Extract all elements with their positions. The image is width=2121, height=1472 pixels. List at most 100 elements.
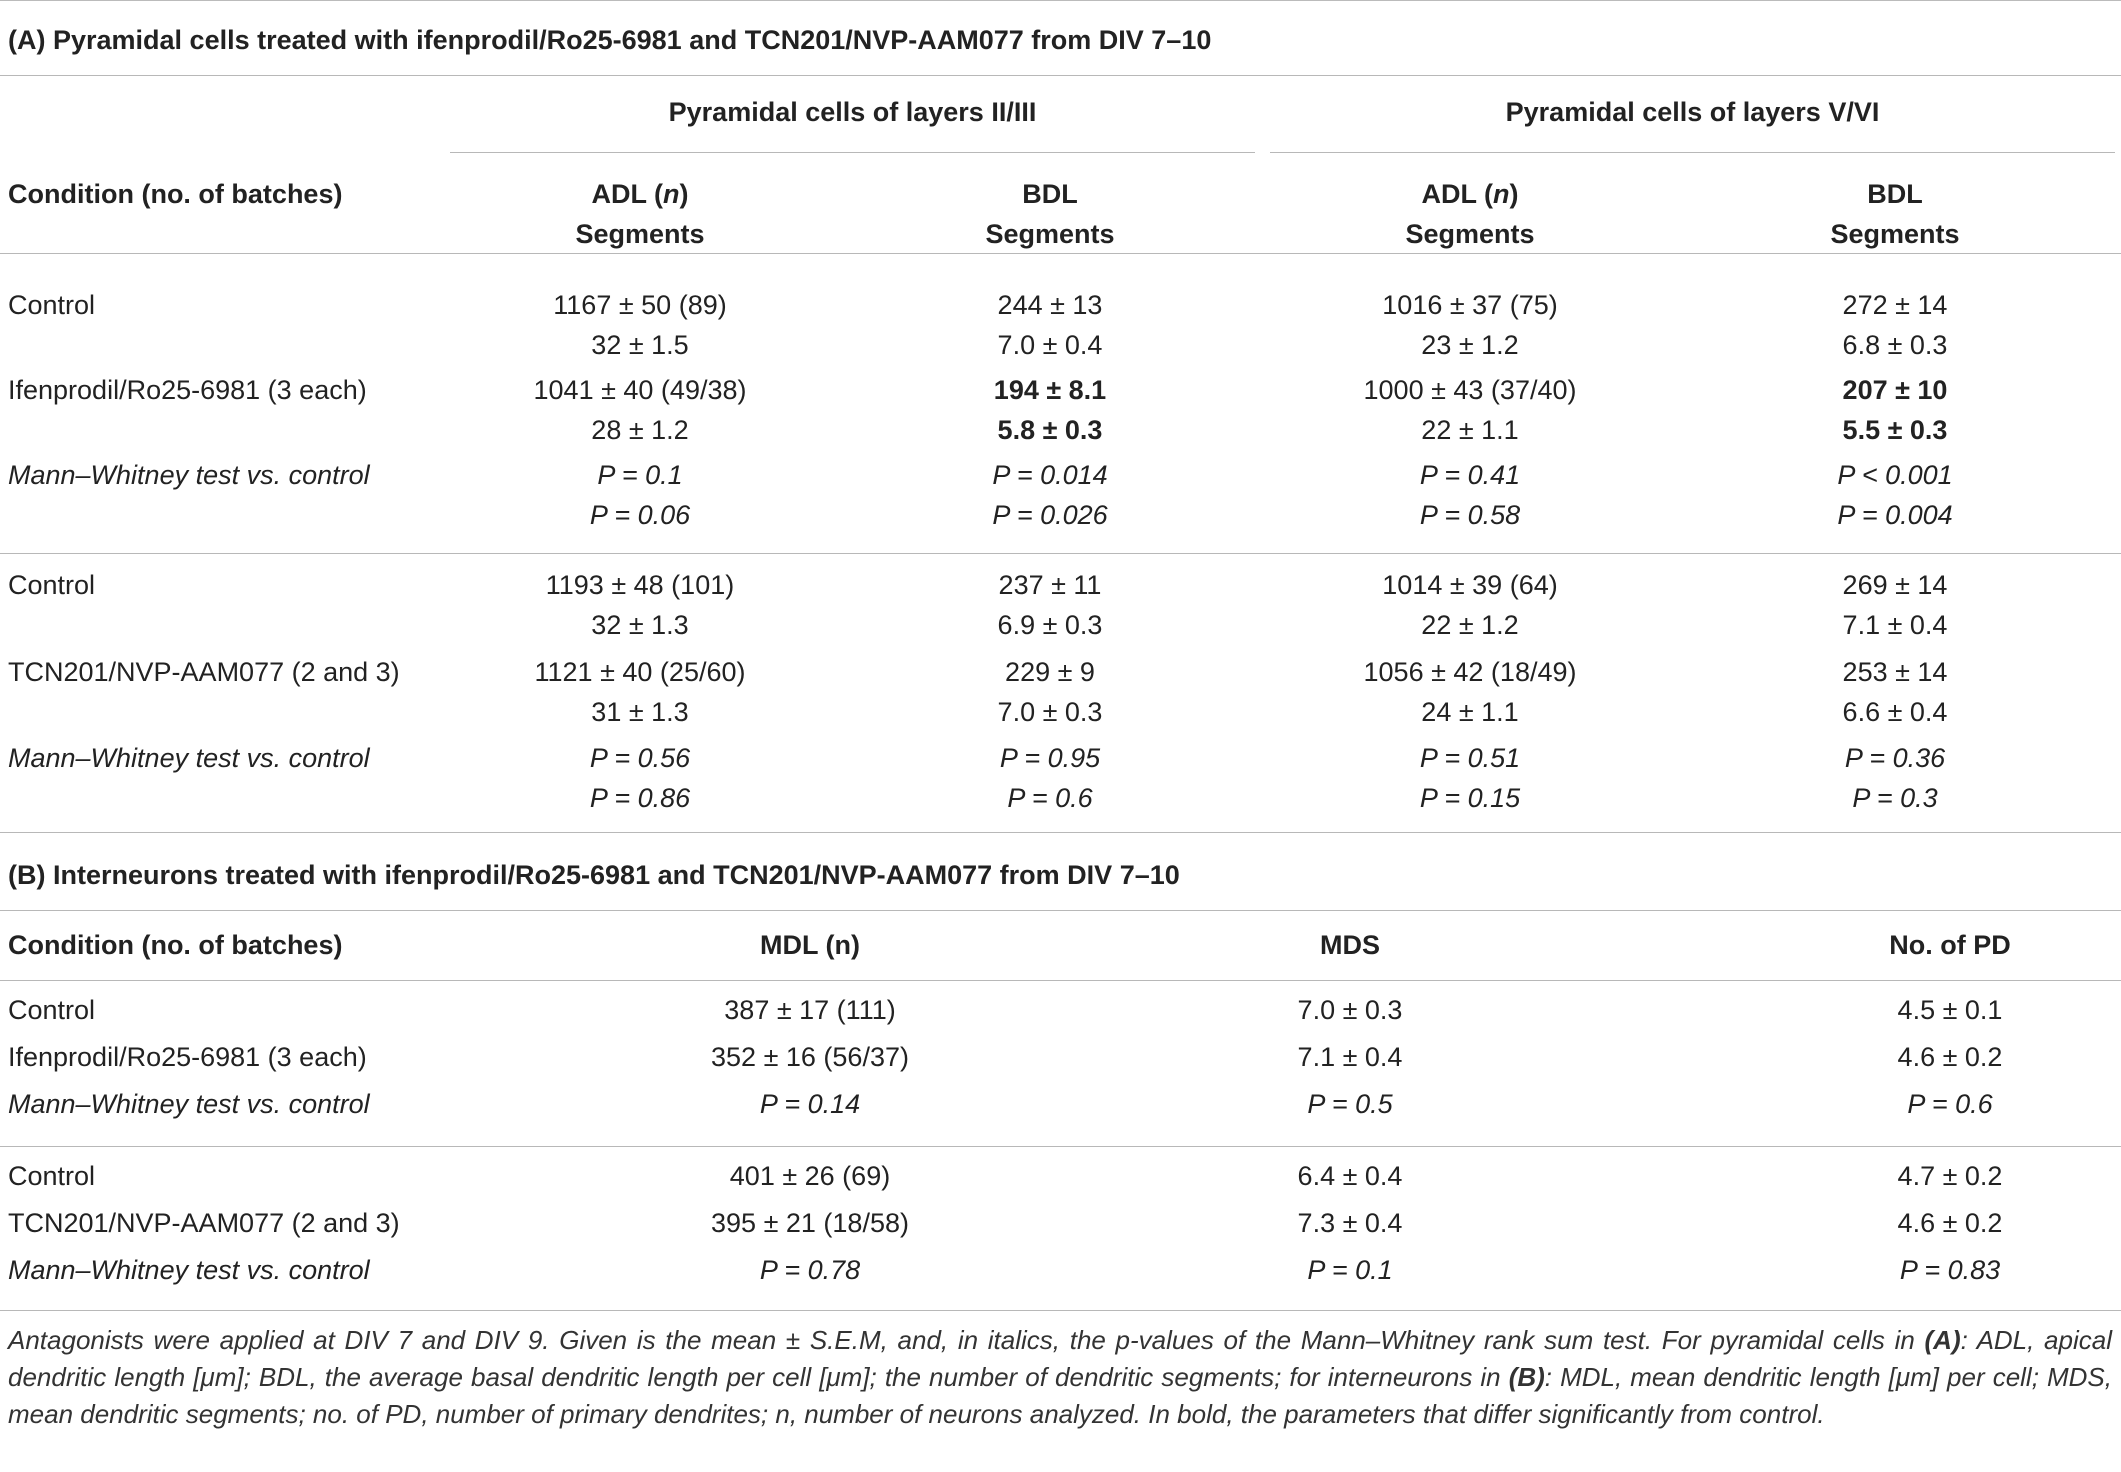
- no-pd-header: No. of PD: [1889, 930, 2011, 960]
- table-cell: P = 0.51 P = 0.15: [1310, 738, 1630, 818]
- cell-value: 1167 ± 50 (89): [553, 290, 727, 320]
- table-cell: 194 ± 8.1 5.8 ± 0.3: [890, 370, 1210, 450]
- table-footnote: Antagonists were applied at DIV 7 and DI…: [8, 1325, 2112, 1429]
- table-cell: 207 ± 10 5.5 ± 0.3: [1735, 370, 2055, 450]
- cell-value: 269 ± 14: [1842, 570, 1948, 600]
- cell-value: 32 ± 1.5: [591, 330, 689, 360]
- cell-value: P = 0.6: [1007, 783, 1093, 813]
- table-cell: P = 0.83: [1899, 1255, 2001, 1285]
- cell-value: P = 0.026: [992, 500, 1108, 530]
- cell-value: 1056 ± 42 (18/49): [1363, 657, 1577, 687]
- cell-value: 23 ± 1.2: [1421, 330, 1519, 360]
- group-separator-b: [0, 1146, 2121, 1147]
- cell-value: P = 0.014: [992, 460, 1108, 490]
- table-cell: 1121 ± 40 (25/60) 31 ± 1.3: [480, 652, 800, 732]
- table-cell: 4.6 ± 0.2: [1897, 1042, 2003, 1072]
- group-header-layers-2-3: Pyramidal cells of layers II/III: [668, 97, 1037, 127]
- table-cell: 6.4 ± 0.4: [1297, 1161, 1403, 1191]
- table-cell: P < 0.001 P = 0.004: [1735, 455, 2055, 535]
- cell-value: 1016 ± 37 (75): [1382, 290, 1558, 320]
- table-cell: P = 0.41 P = 0.58: [1310, 455, 1630, 535]
- adl-header-1: ADL (n) Segments: [575, 179, 705, 249]
- cell-value: P = 0.1: [597, 460, 683, 490]
- cell-value: 7.1 ± 0.4: [1842, 610, 1948, 640]
- mdl-header: MDL (n): [760, 930, 860, 960]
- cell-value: 5.8 ± 0.3: [997, 415, 1103, 445]
- header-rule-b: [0, 980, 2121, 981]
- table-cell: 1056 ± 42 (18/49) 24 ± 1.1: [1310, 652, 1630, 732]
- table-cell: 1016 ± 37 (75) 23 ± 1.2: [1310, 285, 1630, 365]
- table-cell: 229 ± 9 7.0 ± 0.3: [890, 652, 1210, 732]
- cell-value: 32 ± 1.3: [591, 610, 689, 640]
- table-cell: P = 0.14: [759, 1089, 861, 1119]
- header-rule-a: [0, 253, 2121, 254]
- mds-header: MDS: [1320, 930, 1380, 960]
- table-cell: 352 ± 16 (56/37): [711, 1042, 909, 1072]
- group-rule-left: [450, 152, 1255, 153]
- row-label: Mann–Whitney test vs. control: [8, 1255, 370, 1285]
- cell-value: 1041 ± 40 (49/38): [533, 375, 747, 405]
- cell-value: 31 ± 1.3: [591, 697, 689, 727]
- cell-value: 7.0 ± 0.4: [997, 330, 1103, 360]
- cell-value: 22 ± 1.2: [1421, 610, 1519, 640]
- cell-value: 6.9 ± 0.3: [997, 610, 1103, 640]
- cell-value: 28 ± 1.2: [591, 415, 689, 445]
- row-label: Control: [8, 570, 96, 600]
- cell-value: 207 ± 10: [1842, 375, 1948, 405]
- table-cell: 387 ± 17 (111): [724, 995, 896, 1025]
- section-a-bottom-rule: [0, 832, 2121, 833]
- row-label: Control: [8, 290, 96, 320]
- table-cell: 1193 ± 48 (101) 32 ± 1.3: [480, 565, 800, 645]
- cell-value: 1000 ± 43 (37/40): [1363, 375, 1577, 405]
- cell-value: P = 0.06: [589, 500, 691, 530]
- row-label: Mann–Whitney test vs. control: [8, 1089, 370, 1119]
- table-cell: 1167 ± 50 (89) 32 ± 1.5: [480, 285, 800, 365]
- section-b-bottom-rule: [0, 1310, 2121, 1311]
- cell-value: P = 0.3: [1852, 783, 1938, 813]
- cell-value: 7.0 ± 0.3: [997, 697, 1103, 727]
- row-label: Mann–Whitney test vs. control: [8, 743, 370, 773]
- cell-value: 272 ± 14: [1842, 290, 1948, 320]
- condition-header-a: Condition (no. of batches): [8, 179, 343, 209]
- cell-value: 194 ± 8.1: [993, 375, 1107, 405]
- cell-value: 253 ± 14: [1842, 657, 1948, 687]
- table-cell: P = 0.1: [1307, 1255, 1393, 1285]
- cell-value: 237 ± 11: [998, 570, 1102, 600]
- cell-value: P = 0.36: [1844, 743, 1946, 773]
- bdl-header-2: BDL Segments: [1830, 179, 1960, 249]
- cell-value: P = 0.58: [1419, 500, 1521, 530]
- table-cell: P = 0.36 P = 0.3: [1735, 738, 2055, 818]
- table-cell: P = 0.1 P = 0.06: [480, 455, 800, 535]
- row-label: TCN201/NVP-AAM077 (2 and 3): [8, 657, 400, 687]
- row-label: Control: [8, 995, 96, 1025]
- cell-value: P < 0.001: [1837, 460, 1953, 490]
- cell-value: P = 0.95: [999, 743, 1101, 773]
- table-cell: P = 0.78: [759, 1255, 861, 1285]
- cell-value: 22 ± 1.1: [1421, 415, 1519, 445]
- row-label: TCN201/NVP-AAM077 (2 and 3): [8, 1208, 400, 1238]
- cell-value: P = 0.86: [589, 783, 691, 813]
- cell-value: 5.5 ± 0.3: [1842, 415, 1948, 445]
- table-cell: 1000 ± 43 (37/40) 22 ± 1.1: [1310, 370, 1630, 450]
- cell-value: P = 0.56: [589, 743, 691, 773]
- row-label: Control: [8, 1161, 96, 1191]
- table-cell: 395 ± 21 (18/58): [711, 1208, 909, 1238]
- cell-value: 1193 ± 48 (101): [545, 570, 735, 600]
- table-cell: P = 0.014 P = 0.026: [890, 455, 1210, 535]
- section-a-title: (A) Pyramidal cells treated with ifenpro…: [8, 25, 1212, 55]
- table-cell: 244 ± 13 7.0 ± 0.4: [890, 285, 1210, 365]
- cell-value: 1121 ± 40 (25/60): [534, 657, 746, 687]
- bdl-header-1: BDL Segments: [985, 179, 1115, 249]
- group-header-layers-5-6: Pyramidal cells of layers V/VI: [1505, 97, 1880, 127]
- table-cell: 1041 ± 40 (49/38) 28 ± 1.2: [480, 370, 800, 450]
- cell-value: 1014 ± 39 (64): [1382, 570, 1558, 600]
- table-cell: 4.5 ± 0.1: [1897, 995, 2003, 1025]
- table-cell: P = 0.6: [1907, 1089, 1993, 1119]
- condition-header-b: Condition (no. of batches): [8, 930, 343, 960]
- cell-value: P = 0.15: [1419, 783, 1521, 813]
- table-cell: 7.3 ± 0.4: [1297, 1208, 1403, 1238]
- table-cell: 272 ± 14 6.8 ± 0.3: [1735, 285, 2055, 365]
- adl-header-2: ADL (n) Segments: [1405, 179, 1535, 249]
- table-cell: 7.1 ± 0.4: [1297, 1042, 1403, 1072]
- section-b-title: (B) Interneurons treated with ifenprodil…: [8, 860, 1180, 890]
